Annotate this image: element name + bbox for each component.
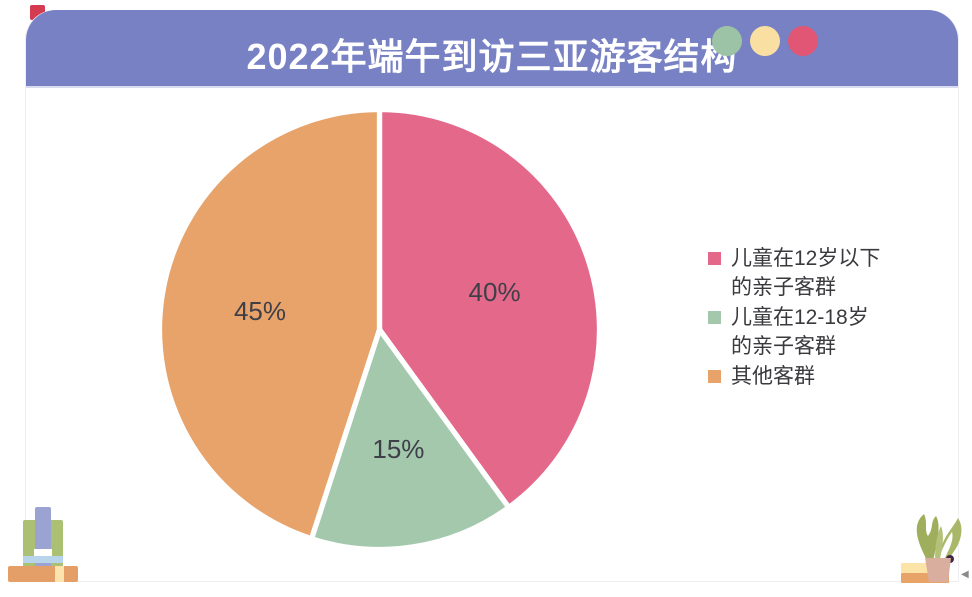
legend-swatch-pink [708,252,721,265]
green-dot-icon [712,26,742,56]
plant-leaf-center [935,526,943,563]
pie-chart: 40% 15% 45% [154,104,605,555]
chart-title: 2022年端午到访三亚游客结构 [246,36,738,77]
scroll-left-arrow-icon[interactable]: ◀ [961,569,969,580]
block-white-stripe [34,549,52,557]
legend-label: 儿童在12岁以下 的亲子客群 [731,247,881,299]
legend-swatch-green [708,311,721,324]
potted-plant-decoration [901,514,962,583]
yellow-dot-icon [750,26,780,56]
pie-slice-label: 45% [233,295,286,326]
pie-slice-1[interactable] [376,106,603,511]
legend-item-12to18[interactable]: 儿童在12-18岁 的亲子客群 [708,303,928,361]
pie-slice-label: 40% [468,277,521,308]
pie-slice-3[interactable] [156,106,383,542]
chart-legend: 儿童在12岁以下 的亲子客群 儿童在12-18岁 的亲子客群 其他客群 [708,244,928,392]
block-orange-base [8,566,78,582]
plant-leaf-left [916,514,939,562]
legend-label: 其他客群 [731,365,815,388]
title-bar: 2022年端午到访三亚游客结构 [26,10,958,88]
plant-pot [925,558,951,582]
legend-item-under12[interactable]: 儿童在12岁以下 的亲子客群 [708,244,928,302]
legend-swatch-orange [708,370,721,383]
pie-chart-svg [156,106,603,553]
block-blue-stripe [23,556,63,563]
pie-slice-label: 15% [372,434,425,464]
legend-label: 儿童在12-18岁 的亲子客群 [731,306,869,358]
pie-slice-2[interactable] [308,326,512,553]
legend-item-other[interactable]: 其他客群 [708,362,928,391]
pink-dot-icon [788,26,818,56]
plant-leaf-right [937,518,962,564]
block-cream-segment [55,566,64,582]
